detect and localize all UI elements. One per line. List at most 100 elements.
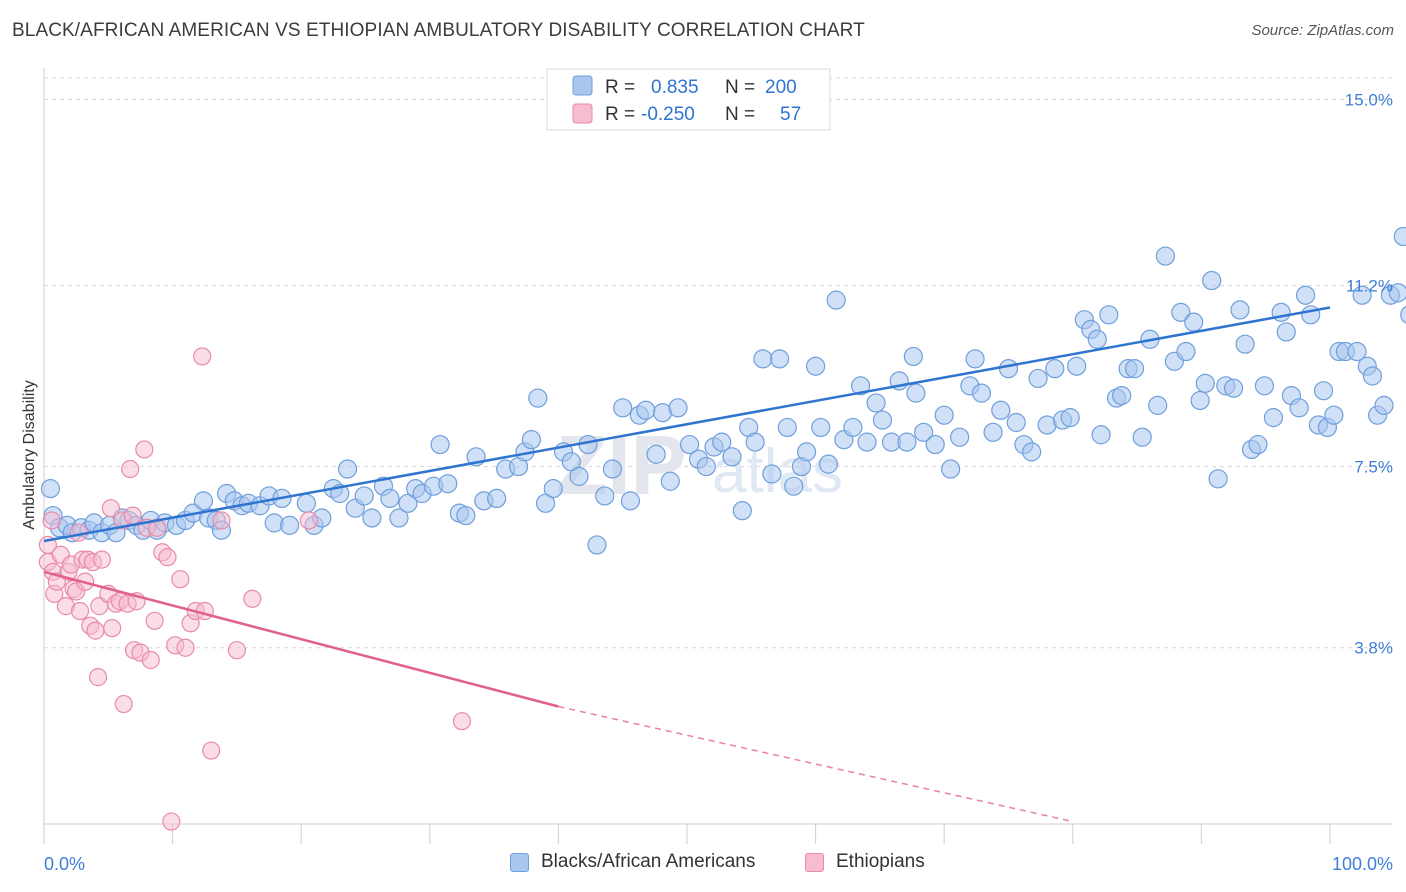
legend-r-label-1: R = (605, 77, 635, 98)
bottom-legend-label-blacks: Blacks/African Americans (541, 851, 756, 872)
ethiopians-point (121, 459, 140, 479)
blacks-point (487, 488, 507, 509)
y-tick-label: 11.2% (1346, 276, 1393, 295)
ethiopians-point (176, 638, 195, 657)
ethiopians-point (123, 506, 142, 525)
blacks-point (569, 466, 589, 486)
blacks-point (1155, 246, 1175, 266)
blacks-point (941, 459, 961, 479)
blacks-point (668, 398, 688, 418)
blacks-point (722, 447, 742, 467)
legend-r-label-2: R = (605, 104, 635, 125)
ethiopians-point (101, 499, 120, 518)
blacks-point (1230, 300, 1250, 320)
bottom-legend-swatch-pink (805, 852, 824, 872)
ethiopians-point (162, 812, 181, 831)
ethiopians-point (135, 440, 154, 459)
legend-swatch-blue (572, 75, 593, 96)
blacks-point (914, 422, 934, 442)
blacks-point (1124, 359, 1145, 379)
blacks-point (811, 417, 831, 438)
blacks-point (1067, 356, 1087, 376)
grid-lines (44, 77, 1392, 649)
blacks-point (1301, 305, 1321, 325)
legend-r-value-2: -0.250 (641, 104, 695, 125)
blacks-point (528, 388, 548, 408)
blacks-point (1208, 469, 1228, 489)
ethiopians-point (212, 511, 231, 530)
blacks-point (866, 393, 886, 413)
blacks-point (1347, 341, 1367, 362)
blacks-point (1289, 398, 1309, 418)
blacks-point (1202, 270, 1222, 291)
blacks-point (1393, 226, 1406, 247)
blacks-point (805, 356, 826, 376)
blacks-point (1324, 405, 1344, 425)
blacks-point (1374, 395, 1394, 415)
blacks-point (1223, 378, 1244, 398)
blacks-point (991, 400, 1011, 420)
x-tick-label-max: 100.0% (1332, 854, 1393, 874)
blacks-point (851, 376, 871, 396)
series-blacks-points (40, 226, 1406, 555)
blacks-point (784, 476, 804, 496)
ethiopians-point (227, 641, 246, 660)
ethiopians-point (171, 570, 190, 589)
x-tick-label-min: 0.0% (44, 854, 85, 874)
ethiopians-point (145, 611, 164, 630)
blacks-point (950, 427, 970, 447)
blacks-point (906, 383, 926, 403)
blacks-point (769, 349, 790, 369)
blacks-point (1060, 408, 1080, 428)
blacks-point (934, 405, 954, 425)
blacks-point (998, 359, 1019, 379)
blacks-point (521, 430, 541, 450)
bottom-legend-ethiopians: Ethiopians (805, 851, 925, 873)
blacks-point (337, 459, 358, 479)
ethiopians-point (88, 668, 108, 687)
blacks-point (1112, 385, 1132, 406)
blacks-point (1099, 305, 1119, 325)
blacks-point (965, 349, 985, 369)
ethiopians-point (193, 347, 212, 366)
blacks-point (857, 432, 877, 452)
blacks-point (1148, 395, 1168, 415)
blacks-point (362, 508, 382, 528)
blacks-point (796, 442, 817, 462)
legend-n-label-2: N = (725, 104, 755, 125)
blacks-point (872, 410, 893, 430)
blacks-point (636, 400, 656, 420)
legend-n-value-2: 57 (780, 104, 801, 125)
blacks-point (826, 290, 846, 310)
blacks-point (543, 479, 563, 499)
blacks-point (296, 493, 316, 513)
bottom-legend-swatch-blue (510, 852, 529, 872)
legend-n-label-1: N = (725, 77, 755, 98)
blacks-point (602, 459, 623, 479)
blacks-point (818, 454, 839, 474)
ethiopians-point (86, 621, 105, 640)
blacks-point (897, 432, 917, 452)
blacks-point (1362, 366, 1383, 386)
blacks-point (389, 508, 409, 528)
blacks-point (193, 491, 214, 511)
blacks-point (1235, 334, 1255, 354)
blacks-point (646, 444, 666, 464)
blacks-point (1028, 368, 1048, 389)
blacks-point (712, 432, 732, 452)
blacks-point (380, 488, 400, 509)
blacks-point (1248, 434, 1268, 455)
blacks-point (660, 471, 680, 491)
blacks-point (280, 515, 300, 535)
blacks-point (696, 456, 716, 477)
blacks-point (925, 434, 945, 455)
legend-n-value-1: 200 (765, 77, 797, 98)
ethiopians-point (42, 511, 61, 530)
source-credit: Source: ZipAtlas.com (1251, 22, 1394, 39)
top-legend: R = 0.835 N = 200 R = -0.250 N = 57 (546, 68, 831, 131)
blacks-point (1352, 285, 1372, 305)
legend-swatch-pink (572, 103, 593, 124)
blacks-point (354, 486, 374, 506)
tick-labels: 3.8% 7.5% 11.2% 15.0% 0.0% 100.0% (44, 90, 1393, 874)
